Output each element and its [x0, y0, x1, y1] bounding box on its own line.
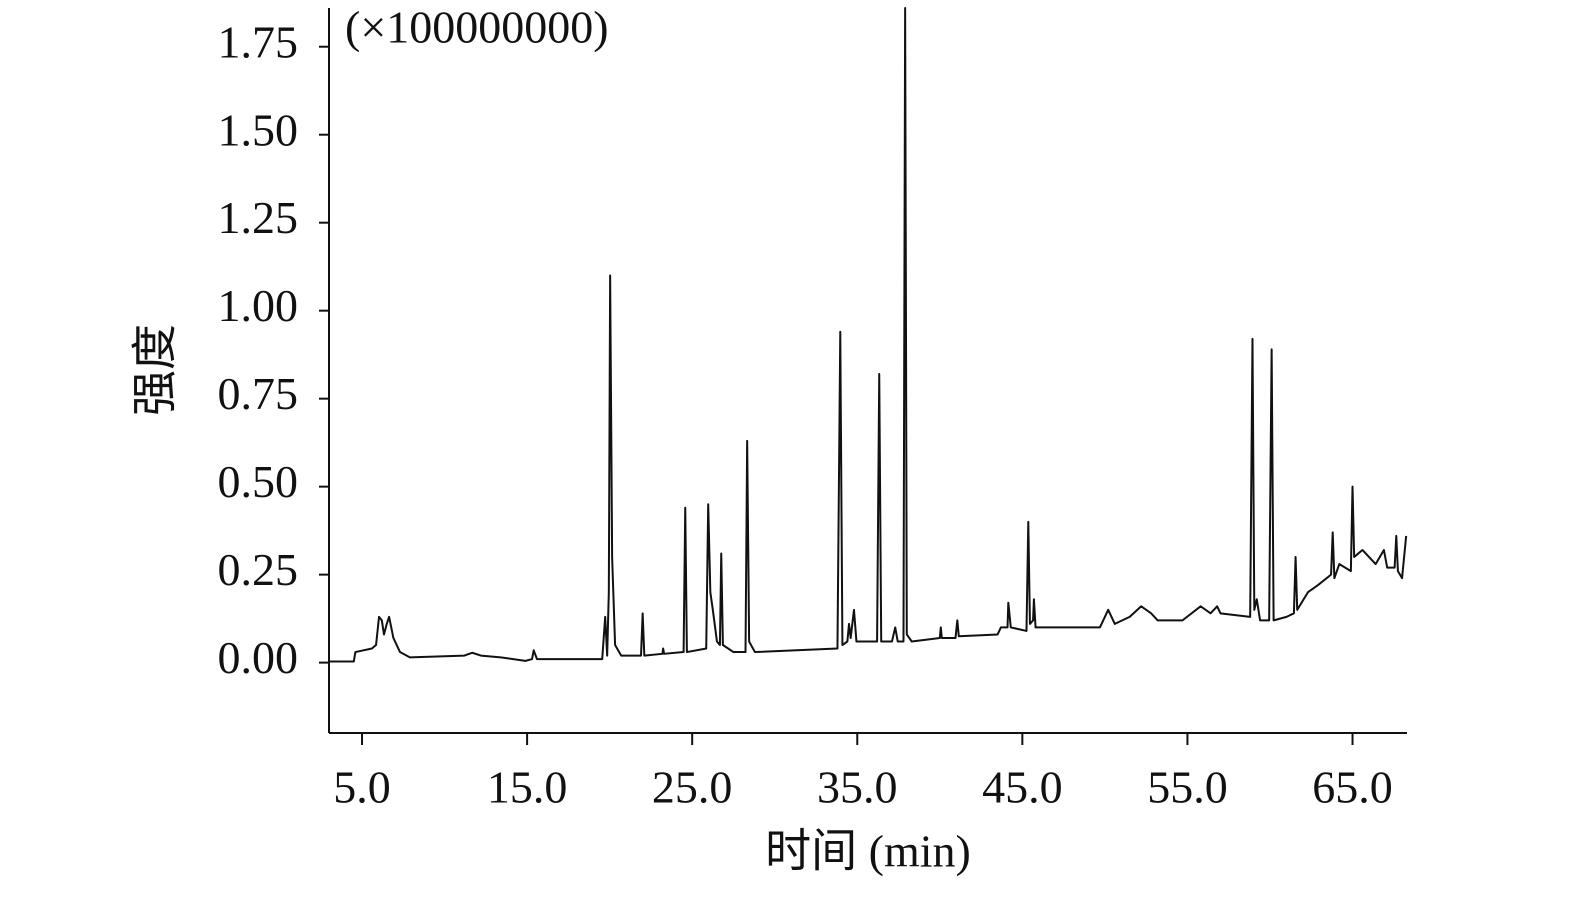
x-tick-label: 25.0 — [652, 762, 733, 813]
y-tick-label: 1.75 — [218, 16, 299, 67]
x-tick-label: 45.0 — [982, 762, 1063, 813]
x-axis-label: 时间 (min) — [765, 826, 971, 877]
x-tick-label: 65.0 — [1312, 762, 1393, 813]
y-tick-label: 0.50 — [218, 456, 299, 507]
x-tick-label: 55.0 — [1147, 762, 1228, 813]
y-tick-label: 1.25 — [218, 192, 299, 243]
y-axis-label: 强度 — [130, 324, 181, 416]
x-tick-label: 15.0 — [487, 762, 568, 813]
x-tick-label: 5.0 — [333, 762, 391, 813]
x-tick-label: 35.0 — [817, 762, 898, 813]
y-tick-label: 0.25 — [218, 544, 299, 595]
y-tick-label: 0.75 — [218, 368, 299, 419]
annotation: (×100000000) — [345, 2, 609, 53]
y-tick-label: 0.00 — [218, 632, 299, 683]
y-tick-label: 1.50 — [218, 104, 299, 155]
chromatogram-line — [329, 7, 1408, 663]
y-tick-label: 1.00 — [218, 280, 299, 331]
